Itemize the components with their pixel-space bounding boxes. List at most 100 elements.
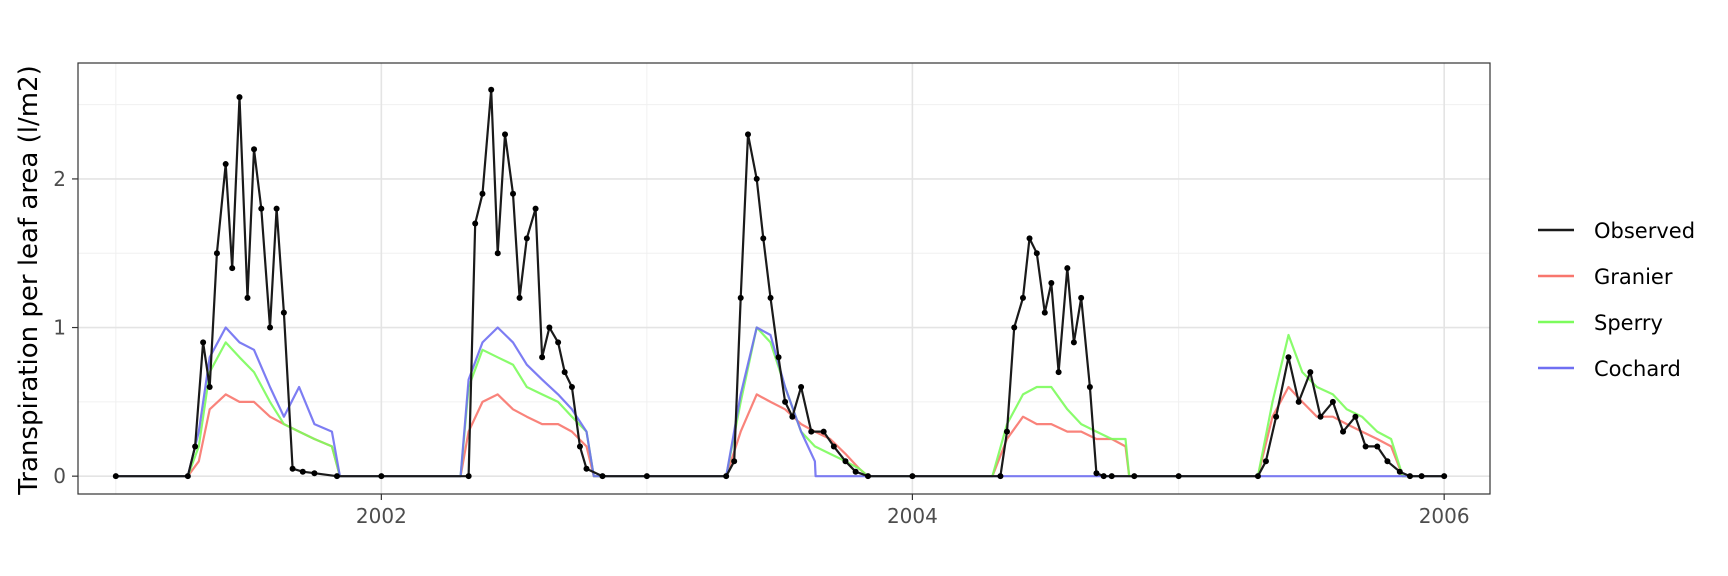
observed-point [1262,458,1269,465]
observed-point [1295,398,1302,405]
observed-point [494,250,501,257]
observed-point [1406,473,1413,480]
observed-point [865,473,872,480]
observed-point [1078,294,1085,301]
observed-point [1064,265,1071,272]
observed-point [229,265,236,272]
observed-point [798,383,805,390]
observed-point [852,468,859,475]
observed-point [731,458,738,465]
observed-point [599,473,606,480]
observed-point [555,339,562,346]
observed-point [842,458,849,465]
observed-point [267,324,274,331]
observed-point [1026,235,1033,242]
observed-point [1086,383,1093,390]
observed-point [200,339,207,346]
observed-point [184,473,191,480]
y-axis-title: Transpiration per leaf area (l/m2) [14,65,44,496]
observed-point [820,428,827,435]
observed-point [1070,339,1077,346]
observed-point [1003,428,1010,435]
y-tick-label: 2 [53,167,66,191]
legend-label-granier: Granier [1594,265,1673,289]
observed-point [760,235,767,242]
legend-label-cochard: Cochard [1594,357,1681,381]
observed-point [510,190,517,197]
observed-point [1019,294,1026,301]
x-tick-label: 2006 [1419,504,1470,528]
observed-point [1100,473,1107,480]
observed-point [502,131,509,138]
observed-point [1362,443,1369,450]
observed-point [1374,443,1381,450]
observed-point [222,161,229,168]
observed-point [997,473,1004,480]
observed-point [723,473,730,480]
observed-point [1285,354,1292,361]
observed-point [775,354,782,361]
observed-point [767,294,774,301]
observed-point [289,465,296,472]
observed-point [333,473,340,480]
observed-point [576,443,583,450]
observed-point [1041,309,1048,316]
observed-point [1317,413,1324,420]
x-tick-label: 2002 [356,504,407,528]
observed-point [206,383,213,390]
observed-point [244,294,251,301]
observed-point [1418,473,1425,480]
observed-point [1329,398,1336,405]
observed-point [561,369,568,376]
observed-point [1352,413,1359,420]
observed-point [532,205,539,212]
observed-point [479,190,486,197]
observed-point [744,131,751,138]
series-layer [112,86,1448,480]
y-axis: 0 1 2 [53,167,78,488]
observed-point [568,383,575,390]
series-line-cochard [115,326,1445,478]
plot-panel-border [77,62,1491,495]
observed-point [1131,473,1138,480]
observed-point [516,294,523,301]
y-tick-label: 1 [53,316,66,340]
y-tick-label: 0 [53,464,66,488]
observed-point [1441,473,1448,480]
observed-point [523,235,530,242]
observed-point [1055,369,1062,376]
observed-point [258,205,265,212]
observed-point [1340,428,1347,435]
observed-point [1108,473,1115,480]
observed-point [1011,324,1018,331]
observed-point [909,473,916,480]
observed-point [1254,473,1261,480]
observed-point [251,146,258,153]
observed-point [753,175,760,182]
observed-point [782,398,789,405]
observed-point [643,473,650,480]
observed-point [280,309,287,316]
observed-point [737,294,744,301]
observed-point [539,354,546,361]
observed-point [1396,468,1403,475]
observed-point [112,473,119,480]
observed-point [213,250,220,257]
observed-point [583,465,590,472]
observed-point [273,205,280,212]
x-axis: 2002 2004 2006 [356,494,1470,528]
observed-point [472,220,479,227]
observed-point [546,324,553,331]
observed-point [789,413,796,420]
legend-label-sperry: Sperry [1594,311,1663,335]
observed-point [830,443,837,450]
observed-point [1048,279,1055,286]
observed-point [465,473,472,480]
observed-point [378,473,385,480]
observed-point [1384,458,1391,465]
observed-point [808,428,815,435]
legend-label-observed: Observed [1594,219,1695,243]
observed-point [299,468,306,475]
observed-point [192,443,199,450]
